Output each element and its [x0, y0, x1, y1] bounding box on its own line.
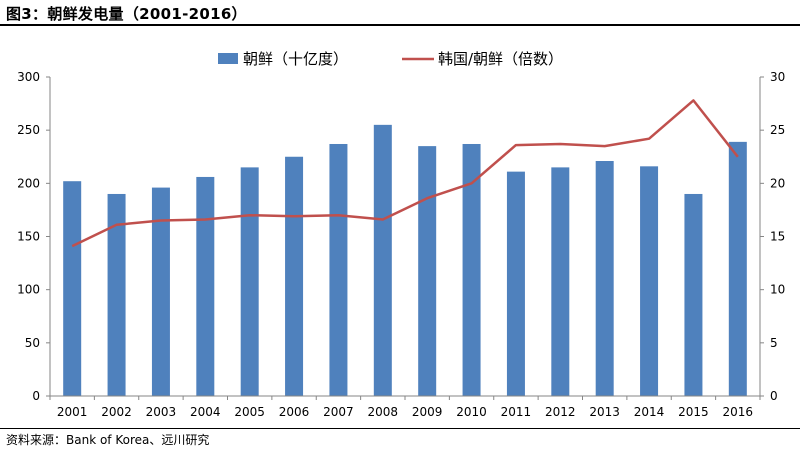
ratio-line [71, 99, 739, 248]
bar-2003 [151, 187, 170, 396]
x-tick-label: 2011 [501, 405, 532, 419]
bar-2016 [728, 141, 747, 396]
x-tick-label: 2003 [146, 405, 177, 419]
bar-2006 [285, 156, 304, 396]
x-tick-label: 2006 [279, 405, 310, 419]
x-tick-label: 2009 [412, 405, 443, 419]
legend-line-label: 韩国/朝鲜（倍数） [438, 50, 563, 68]
left-tick-label: 200 [17, 176, 40, 190]
left-y-axis: 0 50 100 150 200 250 300 [17, 70, 51, 403]
title-rule [0, 24, 800, 26]
bar-2008 [373, 124, 392, 396]
bar-2007 [329, 143, 348, 396]
x-tick-label: 2015 [678, 405, 709, 419]
x-tick-label: 2005 [234, 405, 265, 419]
x-tick-label: 2010 [456, 405, 487, 419]
right-tick-label: 5 [770, 336, 778, 350]
x-axis: 2001 2002 2003 2004 2005 2006 2007 2008 2009 2010… [49, 395, 761, 419]
x-tick-label: 2004 [190, 405, 221, 419]
bar-2012 [551, 167, 570, 396]
right-y-axis: 0 5 10 15 20 25 30 [759, 70, 785, 403]
left-tick-label: 100 [17, 283, 40, 297]
bar-2002 [107, 193, 126, 396]
x-tick-label: 2007 [323, 405, 354, 419]
left-tick-label: 0 [32, 389, 40, 403]
legend-bar-swatch [218, 53, 238, 64]
x-tick-label: 2001 [57, 405, 88, 419]
x-tick-label: 2008 [368, 405, 399, 419]
bar-2009 [418, 146, 437, 396]
left-tick-label: 50 [25, 336, 40, 350]
bar-2004 [196, 176, 215, 396]
left-tick-label: 150 [17, 230, 40, 244]
right-tick-label: 10 [770, 283, 785, 297]
bar-2015 [684, 193, 703, 396]
right-tick-label: 25 [770, 123, 785, 137]
bar-2005 [240, 167, 259, 396]
right-tick-label: 20 [770, 176, 785, 190]
x-tick-label: 2014 [634, 405, 665, 419]
bar-2001 [63, 181, 82, 396]
bar-2011 [506, 171, 525, 396]
right-tick-label: 30 [770, 70, 785, 84]
x-tick-label: 2012 [545, 405, 576, 419]
bar-2013 [595, 161, 614, 396]
bar-2014 [640, 166, 659, 396]
left-tick-label: 250 [17, 123, 40, 137]
chart-legend: 朝鲜（十亿度） 韩国/朝鲜（倍数） [218, 50, 563, 68]
x-tick-label: 2013 [589, 405, 620, 419]
source-note: 资料来源：Bank of Korea、远川研究 [6, 433, 210, 447]
figure-title: 图3：朝鲜发电量（2001-2016） [6, 5, 247, 23]
footer-rule [0, 428, 800, 429]
combo-chart: 朝鲜（十亿度） 韩国/朝鲜（倍数） 0 50 100 150 200 250 300 0 5 1… [17, 50, 785, 419]
left-tick-label: 300 [17, 70, 40, 84]
legend-bar-label: 朝鲜（十亿度） [243, 50, 348, 68]
bar-series [63, 124, 747, 396]
line-series [71, 99, 739, 248]
bar-2010 [462, 143, 481, 396]
x-tick-label: 2002 [101, 405, 132, 419]
right-tick-label: 15 [770, 230, 785, 244]
x-tick-label: 2016 [723, 405, 754, 419]
right-tick-label: 0 [770, 389, 778, 403]
